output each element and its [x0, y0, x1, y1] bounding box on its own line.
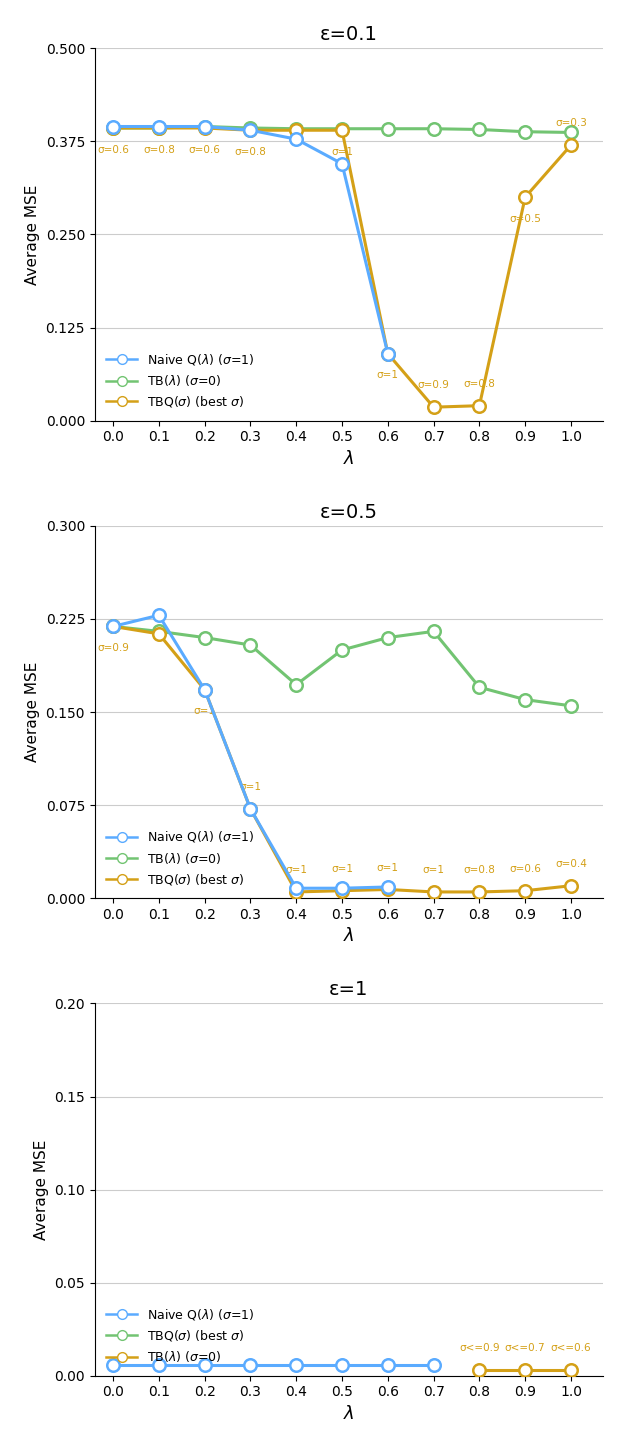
Text: σ=1: σ=1 [331, 864, 353, 875]
Text: σ=0.8: σ=0.8 [143, 145, 175, 155]
Text: σ=1: σ=1 [423, 866, 445, 875]
Title: ε=0.1: ε=0.1 [320, 25, 378, 43]
Y-axis label: Average MSE: Average MSE [25, 184, 40, 285]
Text: σ=1: σ=1 [377, 863, 399, 873]
Text: σ=0.9: σ=0.9 [97, 643, 129, 653]
Text: σ=0.5: σ=0.5 [509, 214, 541, 224]
Legend: Naive Q($\lambda$) ($\sigma$=1), TB($\lambda$) ($\sigma$=0), TBQ($\sigma$) (best: Naive Q($\lambda$) ($\sigma$=1), TB($\la… [101, 824, 260, 892]
Y-axis label: Average MSE: Average MSE [25, 662, 40, 762]
Text: σ=0.8: σ=0.8 [234, 148, 266, 156]
Text: σ=0.3: σ=0.3 [555, 119, 587, 129]
Legend: Naive Q($\lambda$) ($\sigma$=1), TB($\lambda$) ($\sigma$=0), TBQ($\sigma$) (best: Naive Q($\lambda$) ($\sigma$=1), TB($\la… [101, 348, 260, 414]
X-axis label: $\lambda$: $\lambda$ [343, 450, 355, 468]
Text: σ=0.6: σ=0.6 [509, 864, 541, 875]
Text: σ<=0.7: σ<=0.7 [505, 1344, 546, 1354]
Text: σ=0.8: σ=0.8 [463, 379, 495, 390]
Y-axis label: Average MSE: Average MSE [34, 1140, 49, 1239]
Text: σ=0.6: σ=0.6 [97, 145, 129, 155]
Text: σ=0.8: σ=0.8 [463, 866, 495, 875]
Text: σ=0.6: σ=0.6 [189, 145, 220, 155]
Text: σ=1: σ=1 [239, 782, 261, 792]
Legend: Naive Q($\lambda$) ($\sigma$=1), TBQ($\sigma$) (best $\sigma$), TB($\lambda$) ($: Naive Q($\lambda$) ($\sigma$=1), TBQ($\s… [101, 1302, 260, 1370]
X-axis label: $\lambda$: $\lambda$ [343, 927, 355, 946]
Title: ε=1: ε=1 [329, 980, 369, 999]
Text: σ<=0.6: σ<=0.6 [551, 1344, 592, 1354]
Text: σ=1: σ=1 [193, 707, 215, 717]
Text: σ<=0.9: σ<=0.9 [459, 1344, 500, 1354]
Text: σ=0.9: σ=0.9 [418, 381, 450, 391]
Text: σ=1: σ=1 [285, 866, 307, 875]
X-axis label: $\lambda$: $\lambda$ [343, 1405, 355, 1423]
Text: σ=1: σ=1 [377, 371, 399, 381]
Text: σ=1: σ=1 [331, 148, 353, 156]
Title: ε=0.5: ε=0.5 [320, 502, 378, 521]
Text: σ=0.4: σ=0.4 [555, 859, 587, 869]
